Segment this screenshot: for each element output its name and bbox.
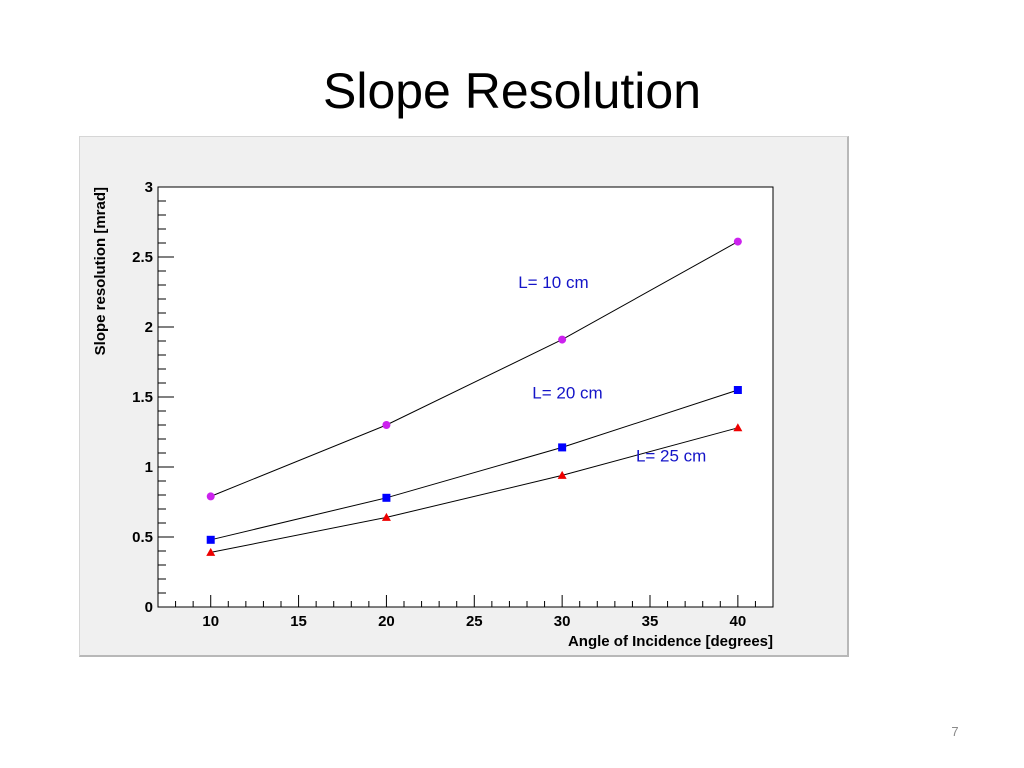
data-point <box>382 493 391 502</box>
series-line <box>210 241 739 497</box>
y-tick-label: 1.5 <box>132 389 153 406</box>
y-tick-label: 2.5 <box>132 249 153 266</box>
series-annotation: L= 20 cm <box>532 383 602 402</box>
y-axis-title: Slope resolution [mrad] <box>92 187 109 355</box>
data-point <box>557 470 567 479</box>
y-tick-label: 0 <box>145 599 153 616</box>
plot-frame <box>157 186 774 608</box>
x-tick-label: 15 <box>290 613 307 630</box>
x-tick-label: 10 <box>202 613 219 630</box>
x-tick-label: 30 <box>554 613 571 630</box>
data-point <box>206 535 215 544</box>
x-axis-title: Angle of Incidence [degrees] <box>568 633 773 650</box>
page-number: 7 <box>951 724 959 739</box>
data-point <box>206 547 216 556</box>
y-tick-label: 1 <box>145 459 153 476</box>
data-point <box>382 421 391 429</box>
x-tick-label: 35 <box>642 613 659 630</box>
y-tick-label: 2 <box>145 319 153 336</box>
data-point <box>733 423 743 432</box>
data-point <box>733 386 742 394</box>
series-annotation: L= 25 cm <box>636 446 706 465</box>
data-point <box>381 512 391 521</box>
x-tick-label: 40 <box>730 613 747 630</box>
series-line <box>210 427 739 553</box>
series-line <box>210 389 739 541</box>
plot-panel: 10 15 20 25 30 35 40 0 0.5 1 1.5 2 2.5 3 Angle of Inci… <box>79 136 849 657</box>
data-point <box>206 492 215 501</box>
y-tick-label: 0.5 <box>132 529 153 546</box>
x-tick-label: 20 <box>378 613 395 630</box>
slide-title: Slope Resolution <box>322 63 702 119</box>
data-point <box>558 443 567 452</box>
y-tick-label: 3 <box>145 179 153 196</box>
data-point <box>558 335 567 344</box>
series-annotation: L= 10 cm <box>518 273 588 292</box>
data-point <box>733 237 742 246</box>
x-tick-label: 25 <box>466 613 483 630</box>
chart: 10 15 20 25 30 35 40 0 0.5 1 1.5 2 2.5 3 Angle of Inci… <box>92 179 774 650</box>
